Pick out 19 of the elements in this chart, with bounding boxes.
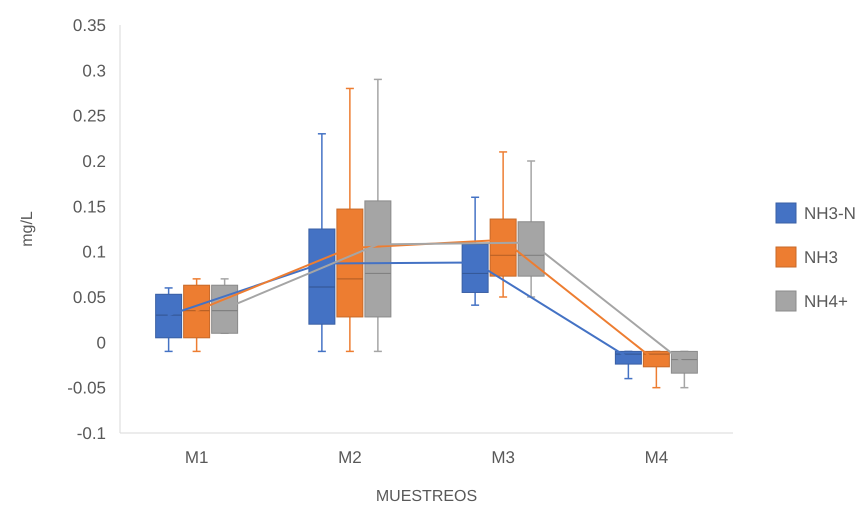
y-tick-label: 0.2 xyxy=(82,152,106,171)
y-tick-label: 0.25 xyxy=(72,106,106,126)
x-tick-label: M4 xyxy=(644,448,668,467)
y-tick-label: 0.35 xyxy=(72,16,106,35)
y-tick-label: 0 xyxy=(96,333,106,352)
legend-label: NH3-N xyxy=(804,204,856,223)
y-tick-label: 0.3 xyxy=(82,61,106,80)
x-tick-label: M1 xyxy=(184,448,208,467)
x-tick-label: M2 xyxy=(338,448,362,467)
y-axis-title: mg/L xyxy=(19,211,36,247)
y-tick-label: -0.05 xyxy=(67,378,106,398)
y-tick-label: 0.15 xyxy=(72,197,106,216)
y-tick-label: 0.1 xyxy=(82,242,106,262)
y-tick-label: 0.05 xyxy=(72,288,106,307)
legend-label: NH3 xyxy=(804,248,838,267)
x-tick-label: M3 xyxy=(491,448,515,467)
legend-label: NH4+ xyxy=(804,292,848,311)
y-tick-label: -0.1 xyxy=(76,424,106,443)
x-axis-title: MUESTREOS xyxy=(376,488,478,505)
